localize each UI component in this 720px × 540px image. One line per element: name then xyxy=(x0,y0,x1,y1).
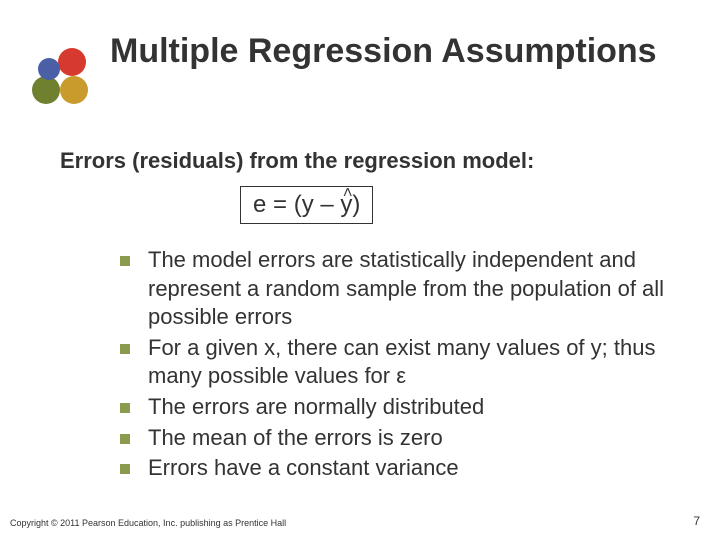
list-item: The mean of the errors is zero xyxy=(120,424,690,453)
bullet-text: For a given x, there can exist many valu… xyxy=(148,334,690,391)
bullet-marker-icon xyxy=(120,256,130,266)
bullet-marker-icon xyxy=(120,434,130,444)
page-title: Multiple Regression Assumptions xyxy=(110,32,710,71)
copyright-footer: Copyright © 2011 Pearson Education, Inc.… xyxy=(10,518,286,528)
logo-circle-red xyxy=(58,48,86,76)
list-item: The errors are normally distributed xyxy=(120,393,690,422)
logo-circle-blue xyxy=(38,58,60,80)
bullet-marker-icon xyxy=(120,403,130,413)
list-item: Errors have a constant variance xyxy=(120,454,690,483)
bullet-marker-icon xyxy=(120,464,130,474)
page-number: 7 xyxy=(693,514,700,528)
bullet-text: The model errors are statistically indep… xyxy=(148,246,690,332)
logo-circle-yellow xyxy=(60,76,88,104)
formula-box: e = (y – y) < xyxy=(240,186,373,224)
bullet-text: The errors are normally distributed xyxy=(148,393,484,422)
subtitle: Errors (residuals) from the regression m… xyxy=(60,148,534,174)
logo xyxy=(30,48,90,108)
list-item: For a given x, there can exist many valu… xyxy=(120,334,690,391)
logo-circle-green xyxy=(32,76,60,104)
list-item: The model errors are statistically indep… xyxy=(120,246,690,332)
bullet-marker-icon xyxy=(120,344,130,354)
formula-hat: < xyxy=(338,187,356,196)
bullet-text: The mean of the errors is zero xyxy=(148,424,443,453)
bullet-list: The model errors are statistically indep… xyxy=(120,246,690,485)
bullet-text: Errors have a constant variance xyxy=(148,454,459,483)
